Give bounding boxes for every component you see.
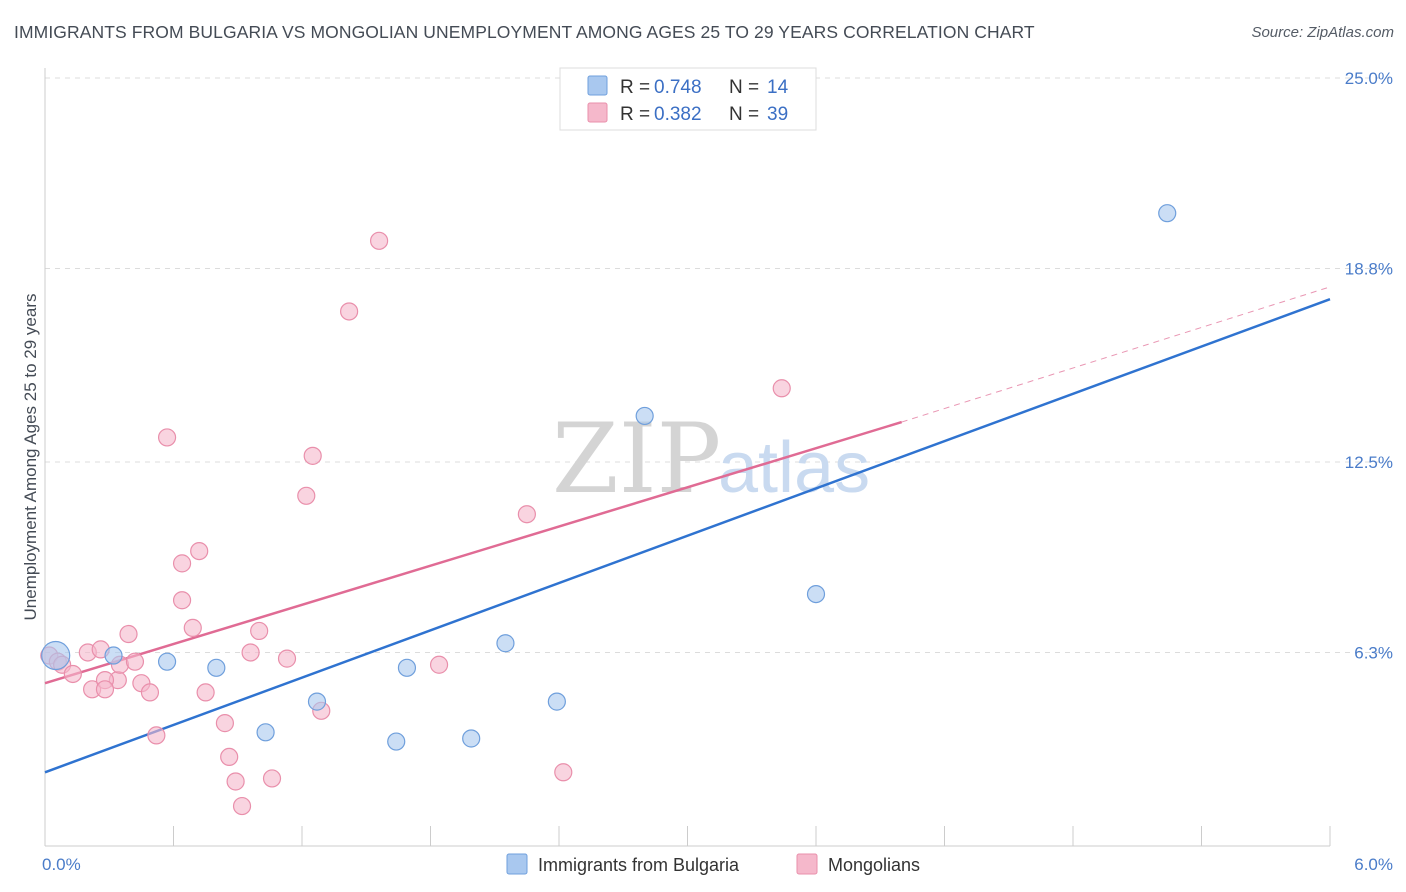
point-mongolians-22 — [215, 714, 234, 733]
bottom-legend-label-bulgaria: Immigrants from Bulgaria — [538, 855, 740, 875]
point-bulgaria-5 — [307, 692, 327, 711]
point-mongolians-23 — [220, 747, 239, 767]
x-tick-label-1: 6.0% — [1354, 855, 1393, 874]
point-mongolians-3 — [63, 664, 82, 684]
point-bulgaria-13 — [1158, 204, 1177, 223]
point-mongolians-15 — [147, 726, 166, 745]
x-tick-label-0: 0.0% — [42, 855, 81, 874]
legend-n-label-1: N = — [729, 77, 759, 98]
legend-n-value-2: 39 — [767, 104, 788, 125]
data-points — [40, 204, 1177, 816]
point-mongolians-36 — [517, 505, 536, 524]
y-tick-label-1: 12.5% — [1345, 453, 1393, 472]
point-mongolians-31 — [303, 446, 322, 465]
bottom-legend-swatch-mongolians — [796, 853, 818, 875]
bottom-legend-swatch-bulgaria — [506, 853, 528, 875]
legend-r-label-2: R = — [620, 104, 650, 125]
point-mongolians-35 — [429, 655, 449, 674]
source-label: Source: ZipAtlas.com — [1251, 24, 1394, 41]
point-bulgaria-1 — [104, 646, 123, 665]
point-mongolians-30 — [297, 486, 316, 505]
point-mongolians-28 — [262, 769, 282, 788]
point-bulgaria-8 — [462, 729, 481, 748]
point-bulgaria-10 — [547, 692, 566, 711]
trend-line-mongolians-extension — [901, 286, 1331, 423]
trend-line-mongolians — [44, 420, 903, 685]
point-bulgaria-9 — [496, 634, 515, 653]
point-mongolians-18 — [172, 591, 192, 610]
legend-swatch-bulgaria — [587, 75, 608, 96]
y-tick-label-3: 25.0% — [1345, 69, 1393, 88]
point-mongolians-26 — [241, 643, 260, 662]
legend: R = 0.748 N = 14 R = 0.382 N = 39 — [559, 67, 817, 131]
point-mongolians-19 — [183, 618, 202, 637]
bottom-legend: Immigrants from Bulgaria Mongolians — [506, 853, 920, 875]
point-mongolians-37 — [554, 763, 573, 782]
watermark: ZIP atlas — [552, 403, 870, 515]
y-axis-label: Unemployment Among Ages 25 to 29 years — [21, 294, 40, 621]
x-tick-labels: 0.0% 6.0% — [42, 855, 1393, 874]
point-bulgaria-4 — [256, 723, 275, 742]
legend-n-value-1: 14 — [767, 77, 789, 98]
point-bulgaria-3 — [207, 658, 226, 677]
point-bulgaria-6 — [387, 732, 406, 751]
point-mongolians-17 — [172, 554, 192, 573]
point-mongolians-16 — [157, 428, 177, 447]
point-mongolians-33 — [340, 302, 359, 321]
point-mongolians-20 — [190, 541, 209, 561]
grid-lines — [45, 77, 1392, 653]
legend-swatch-mongolians — [587, 102, 608, 123]
legend-n-label-2: N = — [729, 104, 759, 125]
point-bulgaria-12 — [806, 584, 826, 604]
axes — [44, 68, 1331, 847]
point-mongolians-38 — [772, 379, 791, 398]
legend-r-value-2: 0.382 — [654, 104, 702, 125]
trend-lines — [44, 286, 1331, 774]
point-mongolians-9 — [95, 680, 115, 699]
bottom-legend-label-mongolians: Mongolians — [828, 855, 920, 875]
point-mongolians-25 — [232, 796, 252, 816]
y-tick-label-0: 6.3% — [1354, 643, 1393, 662]
y-tick-label-2: 18.8% — [1345, 259, 1393, 278]
chart-title: IMMIGRANTS FROM BULGARIA VS MONGOLIAN UN… — [14, 22, 1035, 42]
point-bulgaria-2 — [157, 652, 177, 671]
point-bulgaria-0 — [41, 640, 71, 671]
point-mongolians-21 — [196, 683, 215, 702]
point-mongolians-14 — [140, 683, 160, 702]
watermark-atlas: atlas — [718, 428, 870, 508]
legend-r-value-1: 0.748 — [654, 77, 702, 98]
point-mongolians-29 — [277, 649, 297, 668]
point-mongolians-11 — [119, 624, 138, 644]
point-bulgaria-7 — [397, 658, 417, 677]
point-mongolians-12 — [125, 652, 145, 671]
point-mongolians-27 — [250, 621, 269, 641]
point-bulgaria-11 — [635, 406, 654, 426]
trend-line-bulgaria — [44, 298, 1331, 774]
legend-r-label-1: R = — [620, 77, 650, 98]
point-mongolians-34 — [370, 231, 389, 250]
y-tick-labels: 6.3% 12.5% 18.8% 25.0% — [1345, 69, 1393, 662]
watermark-zip: ZIP — [552, 403, 721, 515]
point-mongolians-24 — [226, 772, 245, 791]
